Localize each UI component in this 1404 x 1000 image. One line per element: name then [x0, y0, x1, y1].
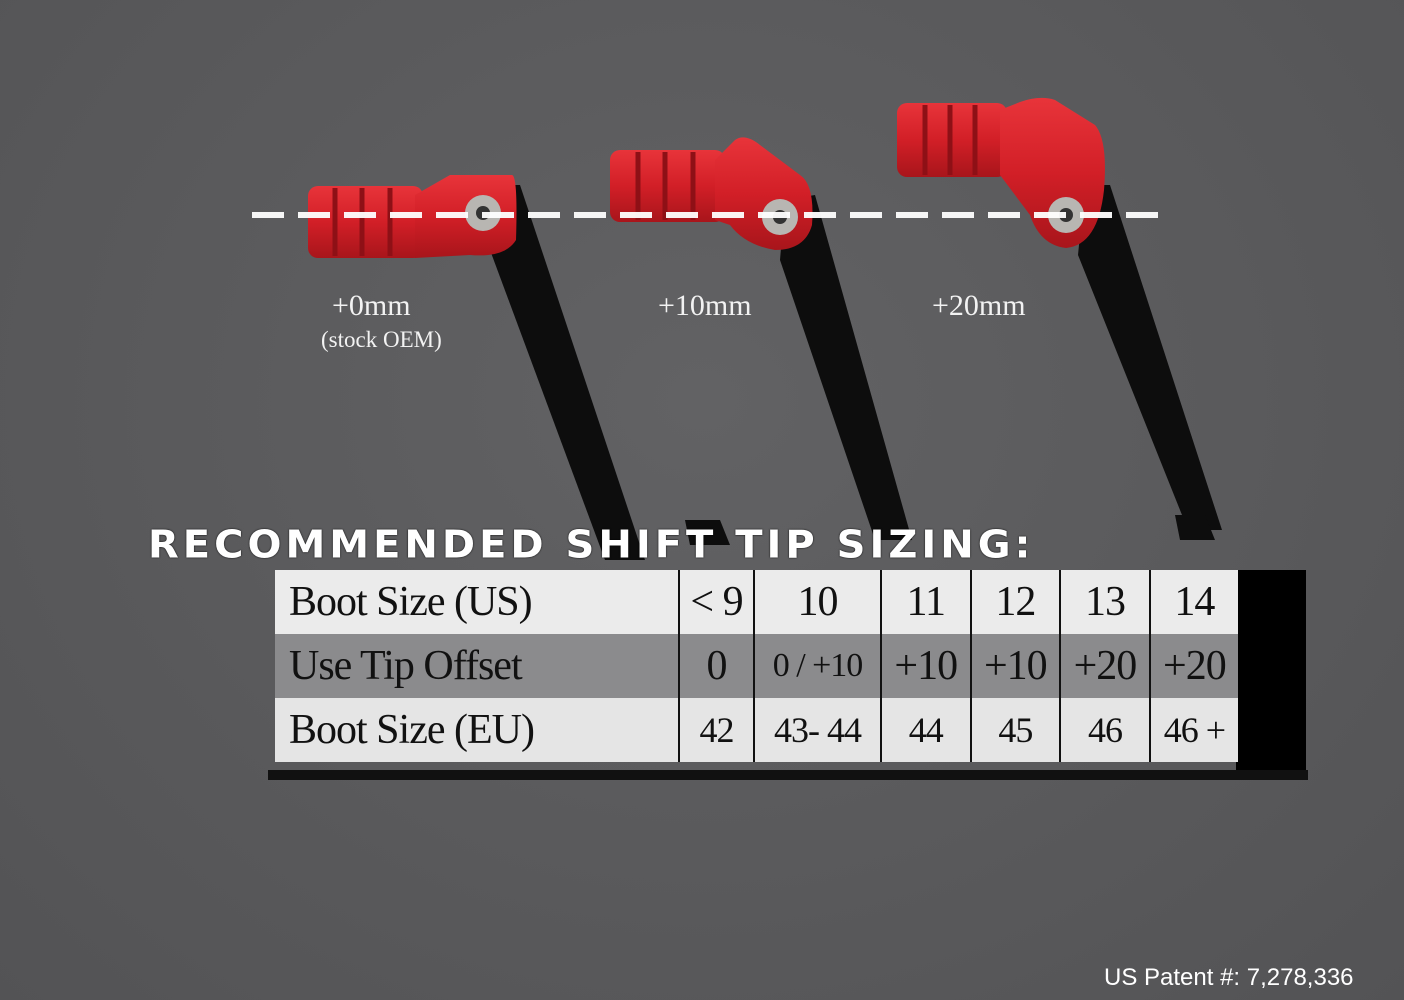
table-cell: 12 [969, 570, 1061, 634]
table-cell: +20 [1148, 634, 1238, 698]
lever-arm [1078, 185, 1222, 530]
table-row-us-size: Boot Size (US) < 9 10 11 12 13 14 [275, 570, 1238, 634]
table-cell: 14 [1148, 570, 1238, 634]
table-cell: < 9 [677, 570, 755, 634]
table-shadow-bottom [268, 770, 1308, 780]
lever-label-1: +10mm [658, 289, 752, 322]
lever-20mm [897, 97, 1222, 530]
table-cell: 0 [677, 634, 755, 698]
lever-arm [490, 185, 645, 560]
lever-arm [780, 195, 912, 540]
lever-0mm [308, 175, 645, 560]
row-header: Boot Size (US) [275, 570, 679, 634]
table-cell: 11 [879, 570, 971, 634]
table-cell: 0 / +10 [753, 634, 881, 698]
table-cell: 45 [969, 698, 1061, 762]
patent-number: US Patent #: 7,278,336 [1104, 964, 1354, 991]
tip-bracket [715, 137, 813, 250]
table-cell: +20 [1059, 634, 1150, 698]
row-header: Boot Size (EU) [275, 698, 679, 762]
lever-sublabel-0: (stock OEM) [321, 327, 442, 352]
table-cell: 46 + [1148, 698, 1238, 762]
table-shadow [1236, 570, 1306, 780]
table-cell: 43- 44 [753, 698, 881, 762]
shift-tip [308, 186, 423, 258]
table-cell: 46 [1059, 698, 1150, 762]
row-header: Use Tip Offset [275, 634, 679, 698]
lever-10mm [610, 137, 912, 540]
table-cell: +10 [879, 634, 971, 698]
sizing-table: Boot Size (US) < 9 10 11 12 13 14 Use Ti… [275, 570, 1238, 762]
table-cell: 44 [879, 698, 971, 762]
lever-label-2: +20mm [932, 289, 1026, 322]
table-cell: 13 [1059, 570, 1150, 634]
table-cell: 10 [753, 570, 881, 634]
sizing-title: RECOMMENDED SHIFT TIP SIZING: [148, 523, 1035, 567]
table-cell: +10 [969, 634, 1061, 698]
lever-label-0: +0mm [332, 289, 411, 322]
table-cell: 42 [677, 698, 755, 762]
table-row-tip-offset: Use Tip Offset 0 0 / +10 +10 +10 +20 +20 [275, 634, 1238, 698]
table-row-eu-size: Boot Size (EU) 42 43- 44 44 45 46 46 + [275, 698, 1238, 762]
